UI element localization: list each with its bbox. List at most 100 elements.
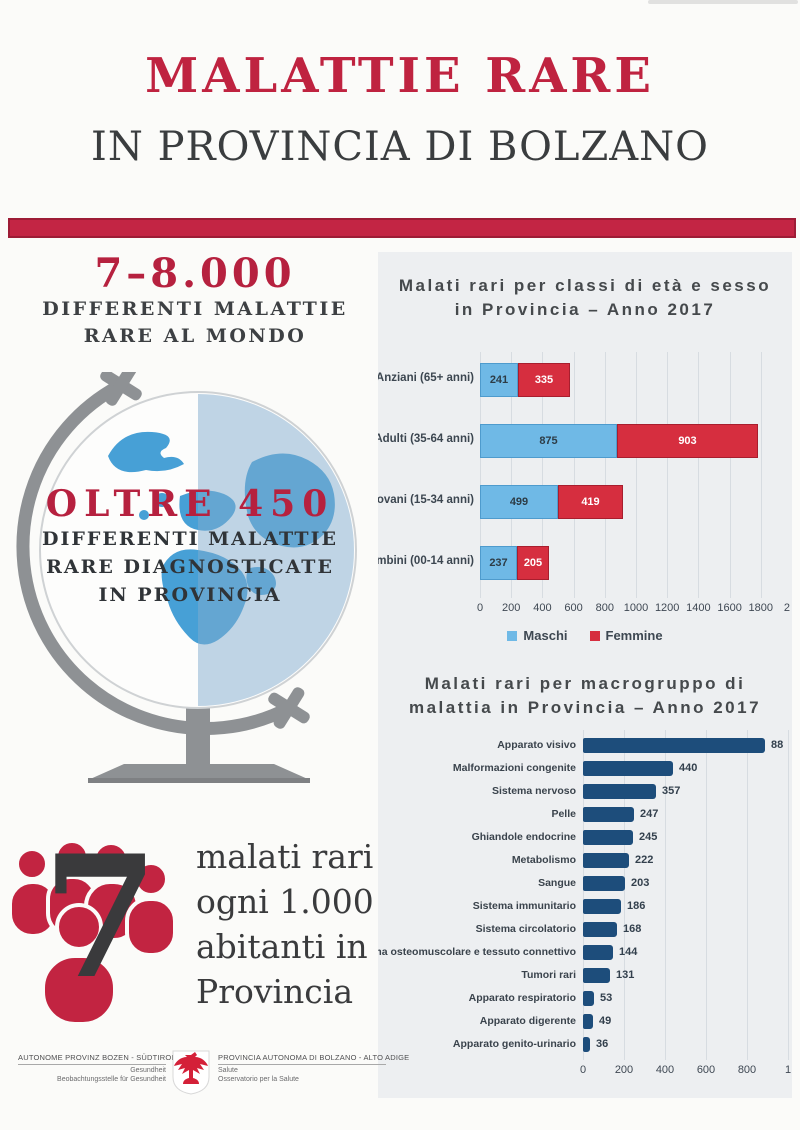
footer-italian-sub: Osservatorio per la Salute: [218, 1076, 299, 1083]
x-tick-label: 400: [655, 1064, 675, 1076]
chart2-plot-area: 0 200 400 600 800 1 Apparato visivo 88 Malformaz…: [378, 730, 792, 1098]
category-label: Sangue: [538, 877, 576, 889]
bar-3: [583, 784, 656, 799]
institution-footer: AUTONOME PROVINZ BOZEN - SÜDTIROL Gesund…: [18, 1048, 409, 1100]
bar-segment-maschi: 499: [480, 485, 558, 519]
gridline: [511, 352, 513, 598]
gridline: [747, 730, 748, 1060]
category-label: Adulti (35-64 anni): [378, 433, 474, 445]
value-label: 144: [619, 946, 638, 958]
footer-italian-block: PROVINCIA AUTONOMA DI BOLZANO - ALTO ADI…: [218, 1053, 409, 1084]
chart1-title-line: Malati rari per classi di età e sesso: [398, 276, 772, 295]
red-divider-bar: [8, 218, 796, 238]
chart-age-sex: Malati rari per classi di età e sesso in…: [378, 274, 792, 654]
fact-province-line: DIFFERENTI MALATTIE: [42, 528, 338, 550]
chart2-title-line: malattia in Provincia – Anno 2017: [408, 698, 762, 717]
category-label: Apparato visivo: [497, 739, 576, 751]
x-tick-label: 1400: [686, 602, 711, 614]
chart1-title-line: in Provincia – Anno 2017: [454, 300, 716, 319]
category-label: Pelle: [551, 808, 576, 820]
footer-italian-sub: Salute: [218, 1067, 238, 1074]
value-label: 168: [623, 923, 642, 935]
x-tick-label: 800: [595, 602, 614, 614]
bar-11: [583, 968, 610, 983]
fact-province-line: RARE DIAGNOSTICATE: [46, 556, 334, 578]
people-group-icon: [8, 839, 177, 1026]
fact-province-diseases: OLTRE 450 DIFFERENTI MALATTIE RARE DIAGN…: [18, 483, 362, 609]
category-label: Apparato digerente: [479, 1015, 576, 1027]
bar-segment-femmine: 903: [617, 424, 758, 458]
fact-world-line: DIFFERENTI MALATTIE: [42, 298, 348, 320]
x-tick-label: 200: [502, 602, 521, 614]
value-label: 357: [662, 785, 681, 797]
bar-segment-femmine: 335: [518, 363, 570, 397]
bar-segment-maschi: 237: [480, 546, 517, 580]
gridline: [624, 730, 625, 1060]
x-tick-label: 600: [696, 1064, 716, 1076]
value-label: 245: [639, 831, 658, 843]
category-label: Apparato respiratorio: [468, 992, 576, 1004]
bar-segment-maschi: 241: [480, 363, 518, 397]
gridline: [706, 730, 707, 1060]
fact-province-line: IN PROVINCIA: [98, 584, 282, 606]
x-tick-label: 1600: [717, 602, 742, 614]
gridline: [698, 352, 700, 598]
gridline: [665, 730, 666, 1060]
bar-9: [583, 922, 617, 937]
value-label: 131: [616, 969, 635, 981]
category-label: Malformazioni congenite: [452, 762, 576, 774]
charts-panel: Malati rari per classi di età e sesso in…: [378, 252, 792, 1098]
legend-item: Femmine: [589, 628, 663, 643]
legend-swatch: [507, 630, 518, 641]
category-label: Bambini (00-14 anni): [378, 555, 474, 567]
gridline: [542, 352, 544, 598]
gridline: [480, 352, 481, 598]
legend-item: Maschi: [507, 628, 568, 643]
globe-icon: [16, 372, 357, 783]
x-tick-label: 800: [737, 1064, 757, 1076]
footer-german-title: AUTONOME PROVINZ BOZEN - SÜDTIROL: [18, 1053, 176, 1062]
bar-4: [583, 807, 634, 822]
x-tick-label: 200: [614, 1064, 634, 1076]
bar-segment-maschi: 875: [480, 424, 617, 458]
category-label: Tumori rari: [521, 969, 576, 981]
bar-7: [583, 876, 625, 891]
bar-12: [583, 991, 594, 1006]
chart1-plot-area: 0 200 400 600 800 1000 1200 1400 1600 1800 2 Anzian…: [378, 352, 792, 654]
category-label: Metabolismo: [511, 854, 576, 866]
legend-label: Maschi: [523, 628, 568, 643]
category-label: Giovani (15-34 anni): [378, 494, 474, 506]
category-label: Anziani (65+ anni): [378, 372, 474, 384]
fact-world-line: RARE AL MONDO: [83, 325, 307, 347]
footer-german-sub: Beobachtungsstelle für Gesundheit: [57, 1076, 166, 1083]
x-tick-label: 400: [533, 602, 552, 614]
big-seven-number: 7: [42, 818, 159, 1016]
category-label: Sistema osteomuscolare e tessuto connett…: [378, 946, 576, 958]
gridline: [760, 352, 762, 598]
gridline: [583, 730, 584, 1060]
value-label: 53: [600, 992, 613, 1004]
page-subtitle: IN PROVINCIA DI BOLZANO: [91, 124, 709, 170]
x-tick-label: 1200: [654, 602, 680, 614]
bar-segment-femmine: 205: [517, 546, 549, 580]
gridline: [604, 352, 606, 598]
scan-artifact: [648, 0, 798, 4]
bar-6: [583, 853, 629, 868]
x-tick-label: 1000: [623, 602, 649, 614]
category-label: Apparato genito-urinario: [452, 1038, 576, 1050]
x-tick-label: 1800: [748, 602, 774, 614]
value-label: 88: [771, 739, 784, 751]
bar-14: [583, 1037, 590, 1052]
fact-world-number: 7–8.000: [94, 250, 296, 297]
fact-province-number: OLTRE 450: [45, 483, 335, 525]
category-label: Ghiandole endocrine: [471, 831, 576, 843]
page-title: MALATTIE RARE: [145, 48, 655, 104]
footer-german-block: AUTONOME PROVINZ BOZEN - SÜDTIROL Gesund…: [18, 1053, 176, 1084]
x-tick-label: 0: [476, 602, 484, 614]
gridline: [729, 352, 731, 598]
footer-german-sub: Gesundheit: [130, 1067, 166, 1074]
legend-label: Femmine: [605, 628, 663, 643]
value-label: 203: [631, 877, 650, 889]
bar-8: [583, 899, 621, 914]
